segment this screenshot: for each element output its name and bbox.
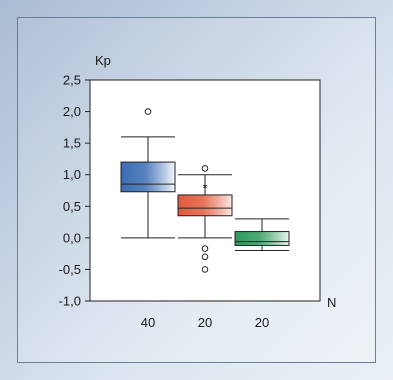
box-series-0 — [120, 108, 176, 239]
outlier-marker — [201, 245, 209, 252]
y-tick-label: 0,0 — [63, 230, 81, 245]
y-tick-label: 0,5 — [63, 199, 81, 214]
box-series-2 — [234, 218, 290, 251]
box-series-1: * — [177, 165, 233, 273]
x-category-label: 20 — [198, 315, 212, 330]
y-tick-label: 2,5 — [63, 73, 81, 88]
x-axis-title: N — [327, 295, 336, 310]
interquartile-box — [234, 231, 290, 246]
outlier-marker — [144, 108, 152, 115]
interquartile-box — [177, 194, 233, 217]
y-tick-label: 1,0 — [63, 167, 81, 182]
x-category-label: 40 — [141, 315, 155, 330]
y-tick-label: 1,5 — [63, 136, 81, 151]
y-tick-label: 2,0 — [63, 104, 81, 119]
y-axis-title: Kp — [95, 53, 111, 68]
y-tick-label: -0,5 — [59, 262, 81, 277]
interquartile-box — [120, 161, 176, 193]
extreme-marker: * — [202, 180, 207, 195]
outlier-marker — [201, 165, 209, 172]
outlier-marker — [201, 253, 209, 261]
x-category-label: 20 — [255, 315, 269, 330]
outlier-marker — [201, 266, 209, 273]
y-tick-label: -1,0 — [59, 294, 81, 309]
